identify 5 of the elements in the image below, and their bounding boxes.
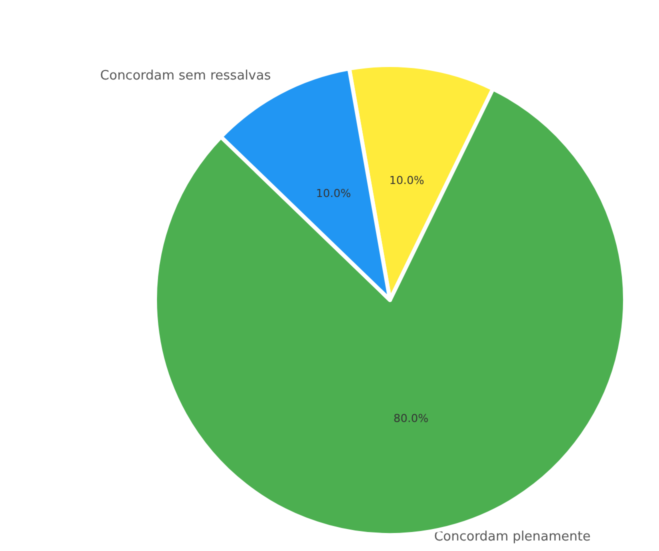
slice-label: Concordam sem ressalvas bbox=[100, 68, 272, 84]
slice-label: Concordam plenamente bbox=[434, 530, 591, 544]
data-label: 10.0% bbox=[389, 174, 424, 188]
data-label: 80.0% bbox=[393, 412, 428, 426]
data-label: 10.0% bbox=[316, 187, 351, 200]
